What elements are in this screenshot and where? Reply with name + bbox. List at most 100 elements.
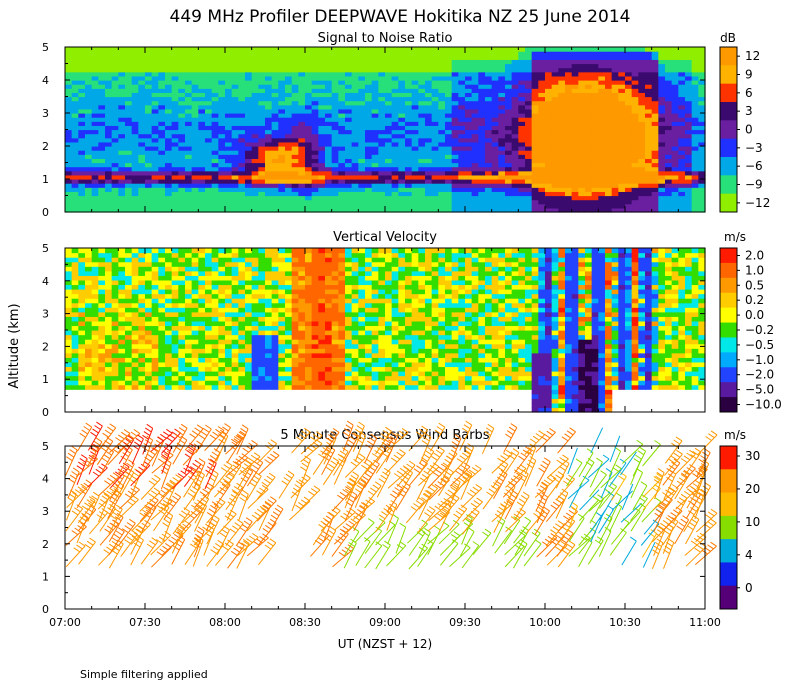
snr-cell <box>451 104 459 110</box>
snr-cell <box>558 108 566 114</box>
snr-cell <box>351 88 359 93</box>
snr-cell <box>238 183 246 188</box>
snr-cell <box>218 170 226 176</box>
snr-cell <box>191 75 199 81</box>
snr-cell <box>618 104 626 110</box>
snr-cell <box>531 166 539 172</box>
vv-cell <box>85 289 93 295</box>
snr-cell <box>65 203 73 209</box>
snr-cell <box>365 166 373 172</box>
vv-cell <box>131 270 139 276</box>
snr-cell <box>158 166 166 172</box>
snr-cell <box>78 150 86 155</box>
snr-cell <box>65 183 73 188</box>
colorbar-swatch <box>720 175 737 195</box>
snr-cell <box>391 203 399 209</box>
snr-cell <box>471 146 479 151</box>
snr-cell <box>211 146 219 151</box>
snr-cell <box>78 71 86 77</box>
snr-cell <box>125 113 133 118</box>
vv-cell <box>218 279 226 286</box>
snr-cell <box>598 166 606 172</box>
snr-cell <box>511 113 519 118</box>
snr-cell <box>305 80 313 85</box>
snr-cell <box>185 92 193 98</box>
vv-cell <box>125 270 133 276</box>
snr-cell <box>238 125 246 131</box>
snr-cell <box>298 113 306 118</box>
snr-cell <box>131 195 139 201</box>
snr-cell <box>405 174 413 180</box>
snr-cell <box>505 84 513 89</box>
snr-cell <box>571 133 579 139</box>
snr-cell <box>471 133 479 139</box>
vv-cell <box>171 384 179 390</box>
snr-cell <box>325 117 333 122</box>
snr-cell <box>238 92 246 98</box>
snr-cell <box>651 158 659 164</box>
snr-cell <box>351 51 359 56</box>
snr-cell <box>225 174 233 180</box>
vv-cell <box>138 302 146 308</box>
snr-cell <box>351 108 359 114</box>
snr-cell <box>551 137 559 143</box>
snr-cell <box>311 92 319 98</box>
snr-cell <box>198 59 206 65</box>
snr-cell <box>405 207 413 213</box>
snr-cell <box>78 113 86 118</box>
snr-cell <box>325 133 333 139</box>
snr-cell <box>211 150 219 155</box>
snr-cell <box>91 203 99 209</box>
snr-cell <box>471 121 479 126</box>
snr-cell <box>565 92 573 98</box>
snr-cell <box>238 207 246 213</box>
snr-cell <box>185 191 193 197</box>
vv-cell <box>278 330 286 336</box>
snr-cell <box>78 158 86 164</box>
snr-cell <box>98 141 106 147</box>
vv-cell <box>118 380 126 386</box>
snr-cell <box>65 179 73 184</box>
snr-cell <box>378 199 386 205</box>
snr-cell <box>178 203 186 209</box>
snr-cell <box>278 203 286 209</box>
vv-cell <box>178 330 186 336</box>
snr-cell <box>131 55 139 60</box>
snr-cell <box>651 96 659 102</box>
vv-cell <box>125 311 133 317</box>
snr-cell <box>651 179 659 184</box>
snr-cell <box>285 187 293 192</box>
snr-cell <box>398 113 406 118</box>
snr-cell <box>458 59 466 65</box>
snr-cell <box>85 92 93 98</box>
snr-cell <box>485 51 493 56</box>
snr-cell <box>611 158 619 164</box>
vv-cell <box>118 371 126 377</box>
snr-cell <box>498 133 506 139</box>
snr-cell <box>658 108 666 114</box>
snr-cell <box>198 129 206 135</box>
vv-cell <box>118 384 126 390</box>
snr-cell <box>618 129 626 135</box>
vv-cell <box>191 339 199 345</box>
vv-cell <box>98 302 106 308</box>
snr-cell <box>598 133 606 139</box>
snr-cell <box>498 129 506 135</box>
snr-cell <box>465 129 473 135</box>
snr-cell <box>198 67 206 73</box>
snr-cell <box>425 191 433 197</box>
snr-cell <box>171 88 179 93</box>
vv-cell <box>78 352 86 358</box>
vv-cell <box>271 261 279 267</box>
snr-cell <box>625 183 633 188</box>
snr-cell <box>338 84 346 89</box>
snr-cell <box>185 117 193 122</box>
snr-cell <box>191 108 199 114</box>
snr-cell <box>505 125 513 131</box>
snr-cell <box>371 113 379 118</box>
snr-cell <box>431 195 439 201</box>
snr-cell <box>571 84 579 89</box>
snr-cell <box>471 51 479 56</box>
snr-cell <box>338 113 346 118</box>
snr-cell <box>611 195 619 201</box>
